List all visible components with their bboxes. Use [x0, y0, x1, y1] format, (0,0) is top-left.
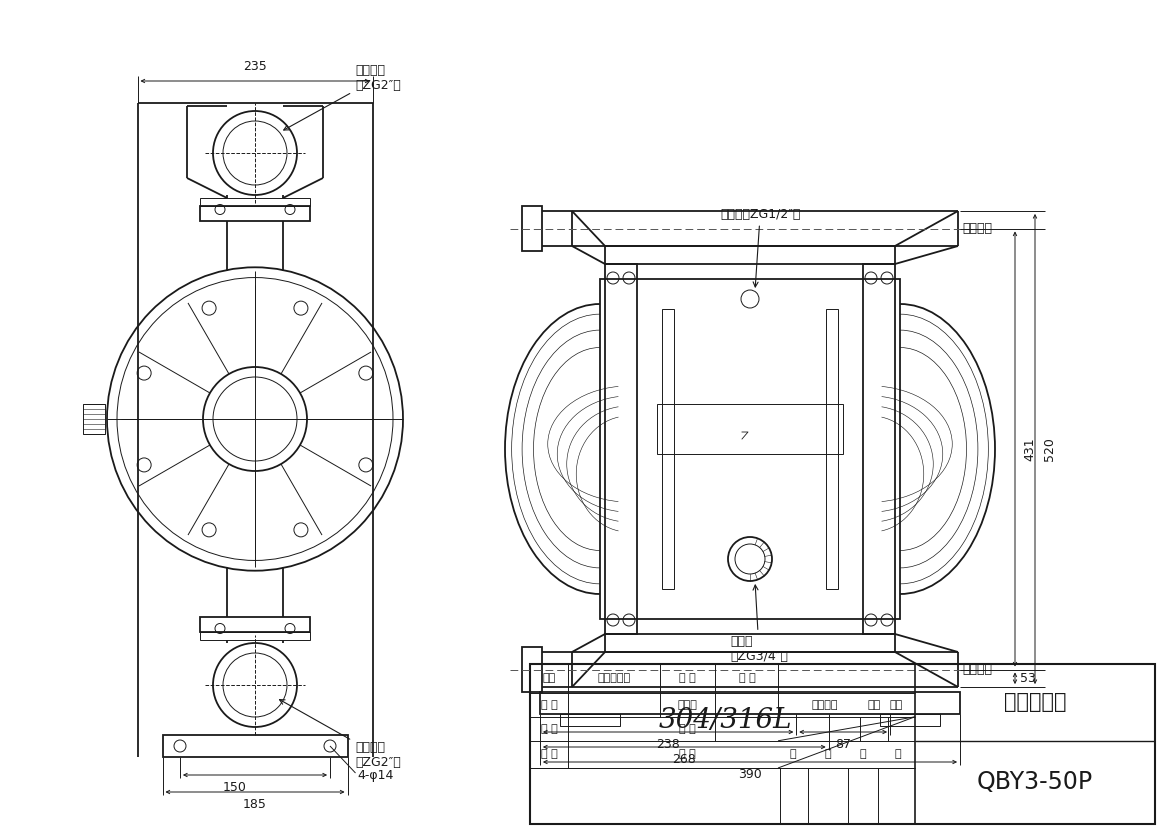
Text: 签 字: 签 字: [679, 674, 696, 684]
Text: 安装尺寸图: 安装尺寸图: [1004, 692, 1067, 712]
Text: 304/316L: 304/316L: [658, 706, 792, 733]
Text: 页: 页: [824, 749, 831, 759]
Text: 4-φ14: 4-φ14: [357, 769, 393, 781]
Bar: [605, 634, 895, 652]
Text: 重量: 重量: [867, 700, 881, 710]
Bar: [522, 647, 542, 692]
Text: 520: 520: [1043, 437, 1056, 461]
Bar: [163, 735, 348, 757]
Text: 431: 431: [1023, 437, 1036, 461]
Text: 日 期: 日 期: [679, 749, 696, 759]
Bar: [600, 279, 900, 619]
Bar: [560, 714, 619, 726]
Bar: [605, 246, 895, 264]
Text: （进口）: （进口）: [963, 663, 992, 676]
Bar: [200, 206, 310, 221]
Bar: [662, 309, 674, 589]
Text: 53: 53: [1020, 672, 1036, 685]
Text: 设 计: 设 计: [541, 700, 557, 710]
Text: 审 核: 审 核: [541, 724, 557, 734]
Text: 238: 238: [656, 738, 680, 751]
Bar: [657, 404, 843, 454]
Text: 268: 268: [672, 753, 697, 766]
Text: 标准化: 标准化: [677, 700, 697, 710]
Text: 共: 共: [789, 749, 796, 759]
Text: 日 期: 日 期: [739, 674, 755, 684]
Bar: [605, 264, 637, 634]
Text: QBY3-50P: QBY3-50P: [977, 770, 1093, 795]
Text: 比例: 比例: [890, 700, 903, 710]
Bar: [826, 309, 838, 589]
Bar: [879, 714, 940, 726]
Bar: [863, 264, 895, 634]
Bar: [200, 198, 310, 206]
Text: 第: 第: [860, 749, 867, 759]
Text: 标记: 标记: [542, 674, 555, 684]
Text: 工 艺: 工 艺: [541, 749, 557, 759]
Text: 进气口（ZG1/2″）: 进气口（ZG1/2″）: [720, 207, 800, 287]
Text: 87: 87: [835, 738, 851, 751]
Bar: [522, 206, 542, 251]
Text: 物料进口
（ZG2″）: 物料进口 （ZG2″）: [280, 700, 400, 769]
Text: 物料出口
（ZG2″）: 物料出口 （ZG2″）: [283, 64, 400, 130]
Text: 消声器
（ZG3/4″）: 消声器 （ZG3/4″）: [730, 585, 788, 663]
Text: 185: 185: [244, 798, 267, 811]
Text: 235: 235: [244, 60, 267, 73]
Bar: [200, 617, 310, 632]
Bar: [200, 632, 310, 640]
Text: 页: 页: [895, 749, 902, 759]
Text: 150: 150: [222, 781, 247, 794]
Text: 批 准: 批 准: [679, 724, 696, 734]
Bar: [540, 692, 960, 714]
Bar: [530, 664, 1155, 824]
Text: （出口）: （出口）: [963, 222, 992, 235]
Text: 390: 390: [738, 768, 762, 781]
Text: 更改文件号: 更改文件号: [597, 674, 630, 684]
Text: 图样标记: 图样标记: [812, 700, 838, 710]
Bar: [83, 404, 105, 434]
